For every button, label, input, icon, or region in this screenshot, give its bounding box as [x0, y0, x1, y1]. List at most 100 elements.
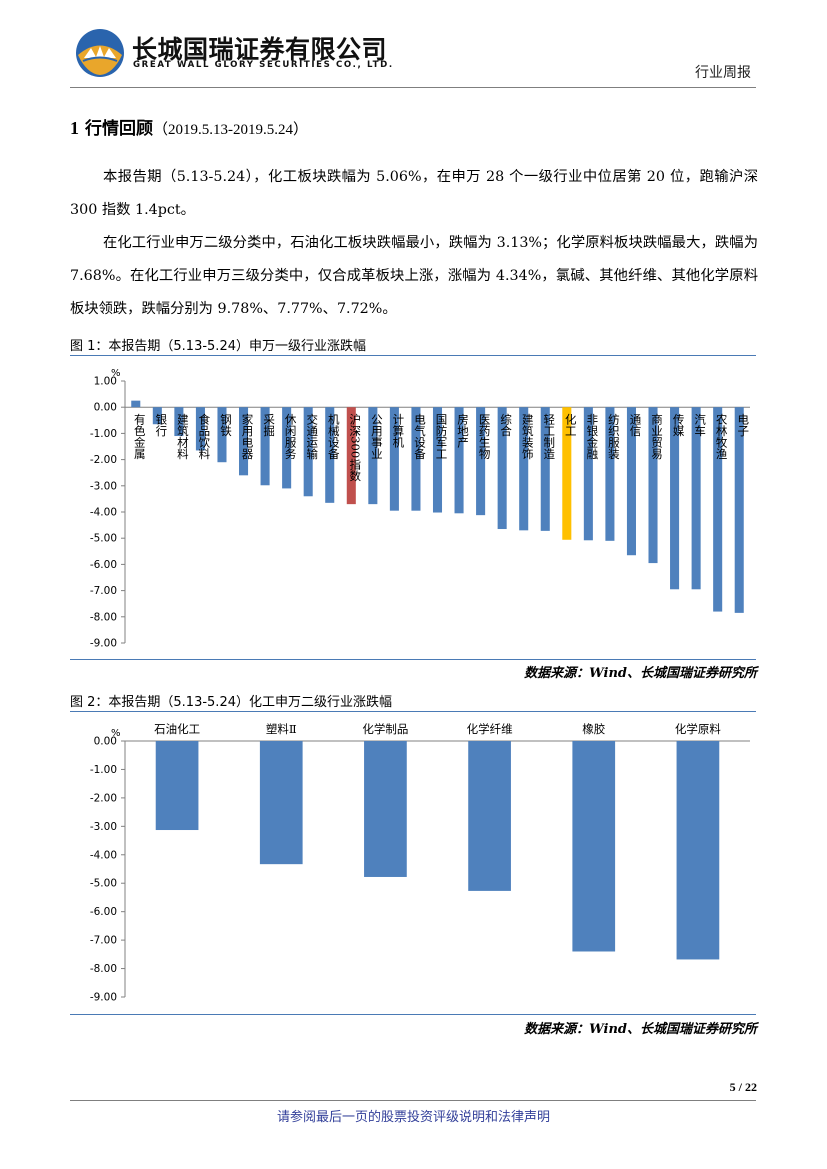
category-label: 纺织服装: [607, 412, 621, 460]
y-tick-label: -4.00: [90, 849, 117, 861]
category-label: 银行: [154, 412, 168, 437]
bar-有色金属: [131, 400, 141, 408]
category-label: 沪深300指数: [348, 412, 362, 481]
company-name-cn: 长城国瑞证券有限公司: [132, 35, 388, 64]
page-number: 5 / 22: [729, 1080, 757, 1094]
bar-传媒: [670, 407, 680, 590]
y-tick-label: -1.00: [90, 764, 117, 776]
y-tick-label: -2.00: [90, 454, 117, 466]
bar-电气设备: [411, 407, 421, 511]
y-tick-label: 1.00: [94, 376, 117, 388]
category-label: 建筑装饰: [521, 412, 535, 459]
bar-沪深300指数: [346, 407, 356, 505]
section-date-range: （2019.5.13-2019.5.24）: [153, 122, 308, 138]
y-tick-label: -6.00: [90, 906, 117, 918]
bar-化学原料: [676, 741, 720, 960]
y-tick-label: -8.00: [90, 963, 117, 975]
bar-综合: [497, 407, 507, 530]
bar-房地产: [454, 407, 464, 514]
bar-橡胶: [572, 741, 616, 952]
figure-2-top-rule: [70, 711, 756, 712]
category-label: 轻工制造: [542, 412, 556, 459]
y-tick-label: -3.00: [90, 480, 117, 492]
category-label: 家用电器: [241, 412, 255, 460]
y-axis-unit-label: %: [111, 728, 121, 739]
figure-1-caption: 图 1：本报告期（5.13-5.24）申万一级行业涨跌幅: [70, 339, 366, 354]
category-label: 计算机: [391, 413, 405, 448]
figure-2-caption: 图 2：本报告期（5.13-5.24）化工申万二级行业涨跌幅: [70, 695, 392, 710]
y-tick-label: -6.00: [90, 559, 117, 571]
bar-化学制品: [364, 741, 407, 877]
bar-食品饮料: [195, 407, 205, 451]
bar-银行: [152, 407, 162, 425]
category-label: 建筑材料: [176, 412, 190, 460]
section-heading: 1 行情回顾（2019.5.13-2019.5.24）: [70, 114, 308, 139]
bar-轻工制造: [540, 407, 550, 531]
company-name-en: GREAT WALL GLORY SECURITIES CO., LTD.: [133, 60, 394, 70]
category-label: 通信: [628, 413, 642, 437]
section-title: 行情回顾: [85, 119, 153, 139]
bar-公用事业: [368, 407, 378, 505]
bar-商业贸易: [648, 407, 658, 564]
bar-家用电器: [239, 407, 249, 476]
company-logo-icon: [76, 29, 124, 77]
footer-disclaimer: 请参阅最后一页的股票投资评级说明和法律声明: [276, 1110, 550, 1125]
category-label: 交通运输: [305, 412, 319, 460]
bar-国防军工: [432, 407, 443, 513]
bar-非银金融: [583, 407, 593, 541]
figure-1-top-rule: [70, 355, 756, 356]
bar-石油化工: [155, 741, 199, 831]
category-label: 钢铁: [219, 413, 233, 436]
category-label: 化学纤维: [467, 722, 513, 736]
category-label: 医药生物: [478, 413, 492, 459]
bar-化学纤维: [468, 741, 511, 891]
figure-2-bar-chart: %0.00 -1.00 -2.00 -3.00 -4.00 -5.00 -6.00 -7.00…: [90, 722, 750, 1004]
bar-休闲服务: [282, 407, 292, 489]
bar-电子: [734, 407, 744, 613]
report-type-label: 行业周报: [695, 65, 751, 81]
footer-divider: [70, 1100, 756, 1101]
y-tick-label: -8.00: [90, 611, 117, 623]
bar-汽车: [691, 407, 701, 590]
y-axis-unit-label: %: [111, 368, 121, 379]
bar-纺织服装: [605, 407, 615, 541]
category-label: 石油化工: [154, 722, 200, 736]
category-label: 汽车: [693, 412, 707, 437]
category-label: 食品饮料: [197, 412, 211, 460]
category-label: 农林牧渔: [715, 412, 729, 460]
y-tick-label: -7.00: [90, 585, 117, 597]
figure-2-bottom-rule: [70, 1014, 756, 1015]
bar-采掘: [260, 407, 270, 486]
category-label: 化工: [564, 412, 578, 436]
y-tick-label: -9.00: [90, 992, 117, 1004]
bar-通信: [626, 407, 636, 556]
bar-塑料Ⅱ: [259, 741, 303, 865]
category-label: 电气设备: [413, 413, 427, 460]
category-label: 化学原料: [675, 722, 721, 736]
category-label: 公用事业: [370, 413, 384, 459]
y-tick-label: -5.00: [90, 878, 117, 890]
figure-1-source: 数据来源：Wind、长城国瑞证券研究所: [524, 666, 757, 681]
y-tick-label: -9.00: [90, 638, 117, 650]
y-tick-label: 0.00: [94, 736, 117, 748]
bar-医药生物: [476, 407, 486, 516]
body-paragraph: 本报告期（5.13-5.24），化工板块跌幅为 5.06%，在申万 28 个一级…: [70, 169, 758, 218]
bar-农林牧渔: [713, 407, 723, 612]
bar-建筑材料: [174, 407, 184, 437]
y-tick-label: -2.00: [90, 792, 117, 804]
bar-建筑装饰: [519, 407, 529, 531]
header-divider: [70, 87, 756, 88]
category-label: 休闲服务: [284, 413, 298, 459]
figure-2-source: 数据来源：Wind、长城国瑞证券研究所: [524, 1022, 757, 1037]
category-label: 商业贸易: [650, 412, 664, 460]
category-label: 传媒: [672, 412, 686, 437]
category-label: 采掘: [262, 413, 276, 437]
category-label: 电子: [736, 413, 750, 436]
category-label: 国防军工: [435, 413, 449, 459]
figure-1-bottom-rule: [70, 659, 756, 660]
y-tick-label: -7.00: [90, 935, 117, 947]
y-tick-label: -5.00: [90, 533, 117, 545]
category-label: 塑料Ⅱ: [266, 722, 297, 736]
y-tick-label: 0.00: [94, 402, 117, 414]
category-label: 机械设备: [327, 412, 341, 460]
